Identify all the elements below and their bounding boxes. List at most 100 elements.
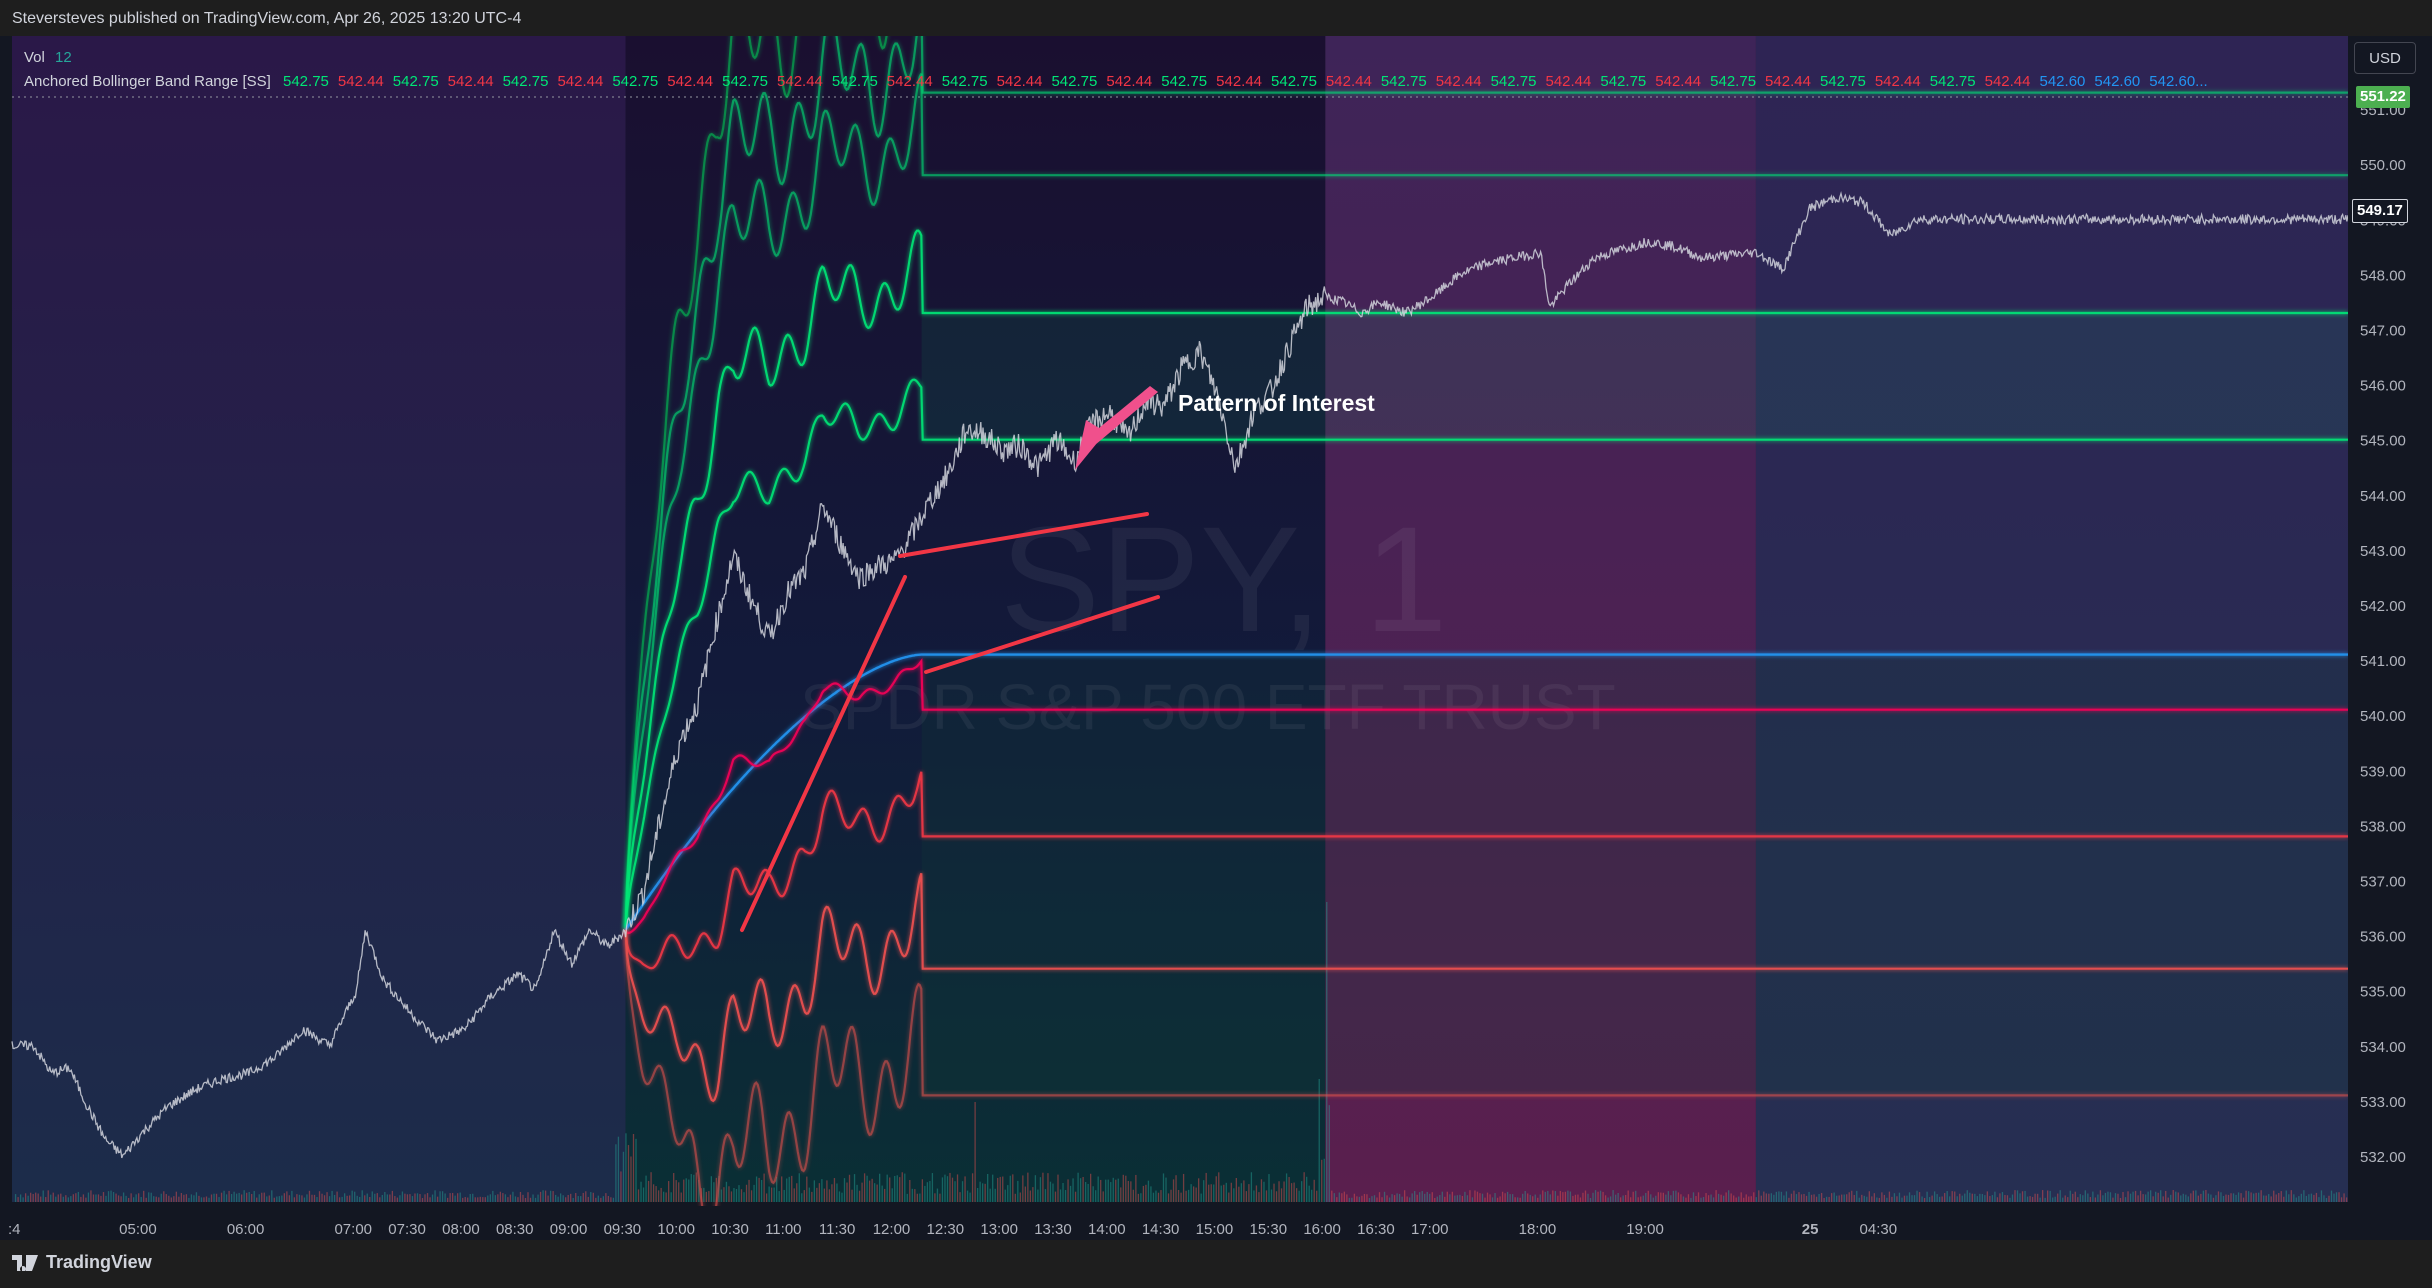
band-line-lower-4 bbox=[624, 930, 2348, 1240]
indicator-value: 542.44 bbox=[1984, 73, 2031, 90]
x-tick-label: 10:00 bbox=[657, 1221, 695, 1238]
indicator-legend[interactable]: Anchored Bollinger Band Range [SS] 542.7… bbox=[24, 70, 2217, 94]
x-tick-label: 04:30 bbox=[1860, 1221, 1898, 1238]
trend-line-upper bbox=[898, 512, 1149, 558]
band-line-basis bbox=[624, 653, 2348, 931]
indicator-value: 542.75 bbox=[831, 73, 878, 90]
y-tick-label: 548.00 bbox=[2360, 267, 2406, 284]
indicator-value: 542.44 bbox=[777, 73, 823, 90]
x-tick-label: 05:00 bbox=[119, 1221, 157, 1238]
y-tick-label: 545.00 bbox=[2360, 433, 2406, 450]
annotation-label: Pattern of Interest bbox=[1178, 390, 1375, 416]
axes: 552.00551.00550.00549.00548.00547.00546.… bbox=[0, 36, 2432, 1240]
indicator-value: 542.75 bbox=[1161, 73, 1208, 90]
last-price-tag: 549.17 bbox=[2352, 198, 2408, 223]
y-tick-label: 550.00 bbox=[2360, 157, 2406, 174]
indicator-value: 542.44 bbox=[337, 73, 384, 90]
indicator-value: 542.75 bbox=[502, 73, 549, 90]
trend-line-lower bbox=[924, 595, 1160, 674]
top-bar: Steversteves published on TradingView.co… bbox=[0, 0, 2432, 36]
indicator-value: 542.44 bbox=[1435, 73, 1482, 90]
x-tick-label: 06:00 bbox=[227, 1221, 265, 1238]
indicator-value: 542.75 bbox=[1051, 73, 1098, 90]
x-tick-label: 13:30 bbox=[1034, 1221, 1072, 1238]
currency-button[interactable]: USD bbox=[2354, 42, 2416, 74]
x-tick-label: 12:30 bbox=[927, 1221, 965, 1238]
y-tick-label: 537.00 bbox=[2360, 874, 2406, 891]
watermark-name: SPDR S&P 500 ETF TRUST bbox=[800, 671, 1616, 743]
x-tick-label: 13:00 bbox=[980, 1221, 1018, 1238]
price-series bbox=[11, 191, 2349, 1159]
y-tick-label: 543.00 bbox=[2360, 543, 2406, 560]
y-tick-label: 535.00 bbox=[2360, 984, 2406, 1001]
indicator-value: 542.60 bbox=[2039, 73, 2086, 90]
indicator-value: 542.44 bbox=[1325, 73, 1372, 90]
chart-area[interactable]: SPY, 1 SPDR S&P 500 ETF TRUST 552.00551.… bbox=[0, 36, 2432, 1240]
y-tick-label: 541.00 bbox=[2360, 653, 2406, 670]
y-tick-label: 547.00 bbox=[2360, 323, 2406, 340]
y-tick-label: 538.00 bbox=[2360, 818, 2406, 835]
premarket-background bbox=[12, 36, 626, 1202]
x-tick-label: 07:00 bbox=[334, 1221, 372, 1238]
band-fill-upper bbox=[921, 312, 2348, 440]
band-line-lower-2 bbox=[624, 771, 2348, 970]
indicator-value: 542.44 bbox=[1216, 73, 1263, 90]
y-tick-label: 534.00 bbox=[2360, 1039, 2406, 1056]
indicator-value: 542.44 bbox=[1874, 73, 1921, 90]
annotation-lines bbox=[740, 386, 1160, 932]
x-tick-label: 17:00 bbox=[1411, 1221, 1449, 1238]
volume-label: Vol bbox=[24, 49, 45, 66]
indicator-value: 542.75 bbox=[1819, 73, 1866, 90]
legend: Vol 12 Anchored Bollinger Band Range [SS… bbox=[24, 46, 2217, 94]
band-line-upper-5 bbox=[624, 36, 2348, 931]
y-tick-label: 539.00 bbox=[2360, 763, 2406, 780]
x-tick-label: 25 bbox=[1802, 1221, 1819, 1238]
volume-bars bbox=[14, 902, 2348, 1202]
indicator-value: 542.44 bbox=[557, 73, 604, 90]
indicator-value: 542.44 bbox=[1765, 73, 1811, 90]
watermark-symbol: SPY, 1 bbox=[1000, 495, 1448, 663]
price-axis-background bbox=[2348, 36, 2432, 1206]
bollinger-bands bbox=[624, 36, 2348, 1240]
x-tick-label: 19:00 bbox=[1626, 1221, 1664, 1238]
band-line-upper-3 bbox=[624, 229, 2348, 931]
indicator-value: 542.75 bbox=[283, 73, 329, 90]
y-tick-label: 540.00 bbox=[2360, 708, 2406, 725]
y-tick-label: 536.00 bbox=[2360, 929, 2406, 946]
x-tick-label: 14:00 bbox=[1088, 1221, 1126, 1238]
time-axis-background bbox=[0, 1206, 2432, 1240]
x-tick-label: 08:30 bbox=[496, 1221, 534, 1238]
band-fill-lower bbox=[921, 654, 2348, 1096]
indicator-value: 542.75 bbox=[1600, 73, 1647, 90]
afterhours-background bbox=[1325, 36, 1756, 1202]
indicator-value: 542.44 bbox=[996, 73, 1043, 90]
brand-name: TradingView bbox=[46, 1252, 152, 1272]
x-tick-label: 10:30 bbox=[711, 1221, 749, 1238]
published-text: Steversteves published on TradingView.co… bbox=[12, 10, 522, 27]
session-background bbox=[625, 36, 1326, 1202]
annotation-arrow bbox=[1075, 386, 1158, 470]
x-tick-label: 11:00 bbox=[765, 1221, 801, 1238]
volume-legend: Vol 12 bbox=[24, 46, 2217, 70]
price-line bbox=[11, 191, 2349, 1159]
indicator-value: 542.60... bbox=[2149, 73, 2208, 90]
band-line-upper-2 bbox=[624, 378, 2348, 931]
tradingview-logo[interactable]: TradingView bbox=[12, 1252, 152, 1273]
indicator-value: 542.44 bbox=[667, 73, 714, 90]
x-tick-label: 16:30 bbox=[1357, 1221, 1395, 1238]
indicator-value: 542.75 bbox=[1710, 73, 1757, 90]
x-tick-label: 18:00 bbox=[1519, 1221, 1557, 1238]
x-tick-label: 15:00 bbox=[1196, 1221, 1234, 1238]
x-tick-label: 12:00 bbox=[873, 1221, 911, 1238]
x-tick-label: :4 bbox=[8, 1221, 21, 1238]
y-tick-label: 532.00 bbox=[2360, 1149, 2406, 1166]
x-tick-label: 09:00 bbox=[550, 1221, 588, 1238]
x-tick-label: 11:30 bbox=[819, 1221, 855, 1238]
indicator-value: 542.75 bbox=[941, 73, 988, 90]
indicator-value: 542.60 bbox=[2094, 73, 2141, 90]
y-tick-label: 546.00 bbox=[2360, 378, 2406, 395]
current-price-tag: 551.22 bbox=[2356, 85, 2410, 108]
y-tick-label: 544.00 bbox=[2360, 488, 2406, 505]
y-tick-label: 533.00 bbox=[2360, 1094, 2406, 1111]
x-tick-label: 08:00 bbox=[442, 1221, 480, 1238]
